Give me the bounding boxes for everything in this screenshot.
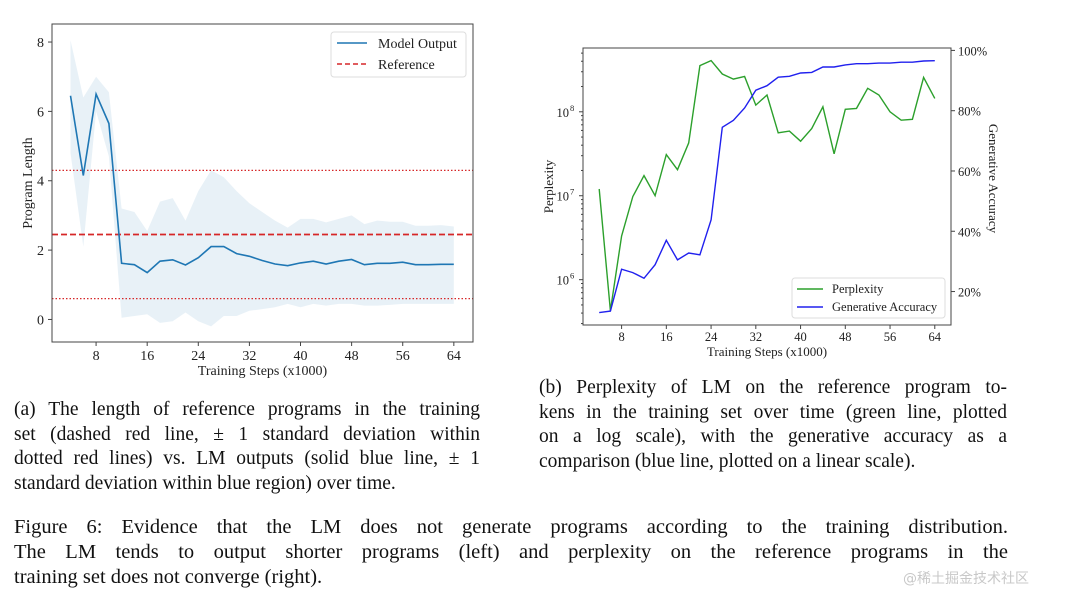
figure-caption-line: training set does not converge (right). xyxy=(14,566,323,588)
figure-caption-line: Figure 6: Evidence that the LM does not … xyxy=(14,516,1008,538)
legend-label-reference: Reference xyxy=(378,58,435,73)
watermark: @稀土掘金技术社区 xyxy=(903,571,1029,587)
x-tick-label: 48 xyxy=(345,349,359,364)
x-axis-label: Training Steps (x1000) xyxy=(707,344,827,359)
y-tick-exponent: 8 xyxy=(570,103,574,113)
figure-caption-line: The LM tends to output shorter programs … xyxy=(14,541,1008,563)
y-tick-label: 0 xyxy=(37,313,44,328)
y-tick-label: 10 xyxy=(557,190,570,204)
caption-a-line: dotted red lines) vs. LM outputs (solid … xyxy=(14,448,480,470)
axes-frame xyxy=(582,47,952,326)
y-tick-label: 6 xyxy=(37,105,44,120)
x-tick-label: 16 xyxy=(660,330,673,344)
caption-a-line: set (dashed red line, ± 1 standard devia… xyxy=(14,423,480,445)
x-tick-label: 40 xyxy=(294,349,308,364)
y-axis-label: Program Length xyxy=(21,137,36,228)
x-tick-label: 56 xyxy=(396,349,410,364)
caption-b-line: kens in the training set over time (gree… xyxy=(539,401,1007,423)
x-tick-label: 64 xyxy=(447,349,461,364)
y-right-tick-label: 60% xyxy=(958,165,981,179)
x-axis-label: Training Steps (x1000) xyxy=(198,364,328,379)
x-tick-label: 48 xyxy=(839,330,852,344)
model-output-line xyxy=(69,91,454,274)
axes-frame xyxy=(51,23,474,343)
y-tick-label: 8 xyxy=(37,36,44,51)
y-right-axis-label: Generative Accuracy xyxy=(986,124,1001,234)
x-tick-label: 32 xyxy=(750,330,763,344)
x-tick-label: 16 xyxy=(140,349,154,364)
x-tick-label: 56 xyxy=(884,330,897,344)
y-right-tick-label: 100% xyxy=(958,44,987,58)
y-tick-label: 4 xyxy=(37,175,44,190)
caption-a-line: (a) The length of reference programs in … xyxy=(14,399,480,420)
y-right-tick-label: 20% xyxy=(958,286,981,300)
std-band xyxy=(70,40,454,327)
y-tick-exponent: 7 xyxy=(570,187,574,197)
y-tick-exponent: 6 xyxy=(570,271,574,281)
legend-label-model-output: Model Output xyxy=(378,37,457,52)
caption-b: (b) Perplexity of LM on the reference pr… xyxy=(539,376,1007,474)
caption-b-line: (b) Perplexity of LM on the reference pr… xyxy=(539,377,1007,398)
figure-caption: Figure 6: Evidence that the LM does not … xyxy=(14,515,1008,590)
accuracy-line xyxy=(599,60,935,314)
caption-a: (a) The length of reference programs in … xyxy=(14,398,480,496)
perplexity-line xyxy=(598,59,936,311)
x-tick-label: 24 xyxy=(705,330,718,344)
x-tick-label: 40 xyxy=(794,330,807,344)
x-tick-label: 32 xyxy=(242,349,256,364)
y-right-tick-label: 40% xyxy=(958,225,981,239)
caption-a-line: standard deviation within blue region) o… xyxy=(14,472,396,494)
caption-b-line: comparison (blue line, plotted on a line… xyxy=(539,450,916,472)
y-tick-label: 10 xyxy=(557,274,570,288)
caption-b-line: on a log scale), with the generative acc… xyxy=(539,426,1007,448)
x-tick-label: 64 xyxy=(929,330,942,344)
legend-box xyxy=(791,277,946,319)
x-tick-label: 8 xyxy=(93,349,100,364)
y-tick-label: 10 xyxy=(557,106,570,120)
legend-label-accuracy: Generative Accuracy xyxy=(832,300,938,314)
y-right-tick-label: 80% xyxy=(958,105,981,119)
x-tick-label: 24 xyxy=(191,349,205,364)
legend-label-perplexity: Perplexity xyxy=(832,282,884,296)
y-axis-label: Perplexity xyxy=(541,159,556,213)
y-tick-label: 2 xyxy=(37,244,44,259)
x-tick-label: 8 xyxy=(618,330,624,344)
